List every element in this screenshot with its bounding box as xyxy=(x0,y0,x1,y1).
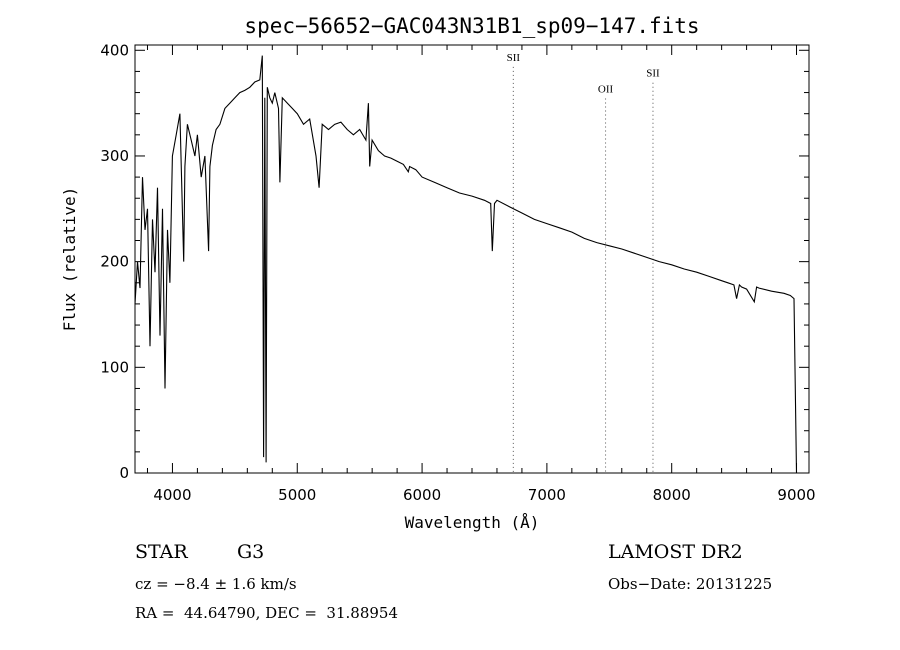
y-tick-label: 0 xyxy=(119,464,129,482)
x-tick-label: 6000 xyxy=(403,486,441,504)
spectrum-line xyxy=(134,55,798,474)
y-tick-label: 400 xyxy=(100,41,129,59)
object-subclass: G3 xyxy=(237,541,265,563)
y-tick-label: 300 xyxy=(100,147,129,165)
obs-date: Obs−Date: 20131225 xyxy=(608,575,773,593)
y-axis-label: Flux (relative) xyxy=(60,187,79,332)
x-tick-label: 7000 xyxy=(528,486,566,504)
y-tick-label: 200 xyxy=(100,253,129,271)
line-annotations: SII OII SII xyxy=(507,52,660,473)
ra-dec-coords: RA = 44.64790, DEC = 31.88954 xyxy=(135,604,399,622)
x-tick-label: 5000 xyxy=(278,486,316,504)
y-tick-label: 100 xyxy=(100,358,129,376)
emission-line-label: SII xyxy=(646,68,660,80)
object-class: STAR xyxy=(135,541,188,563)
x-tick-label: 8000 xyxy=(653,486,691,504)
redshift-cz: cz = −8.4 ± 1.6 km/s xyxy=(135,575,297,593)
plot-frame xyxy=(134,44,810,474)
emission-line-label: OII xyxy=(598,84,614,96)
axis-ticks: 4000 5000 6000 7000 8000 9000 0 100 200 300 400 xyxy=(100,41,815,504)
survey-name: LAMOST DR2 xyxy=(608,541,743,563)
chart-title: spec−56652−GAC043N31B1_sp09−147.fits xyxy=(244,14,699,38)
x-tick-label: 4000 xyxy=(153,486,191,504)
x-tick-label: 9000 xyxy=(777,486,815,504)
emission-line-label: SII xyxy=(507,52,521,64)
x-axis-label: Wavelength (Å) xyxy=(405,513,540,532)
